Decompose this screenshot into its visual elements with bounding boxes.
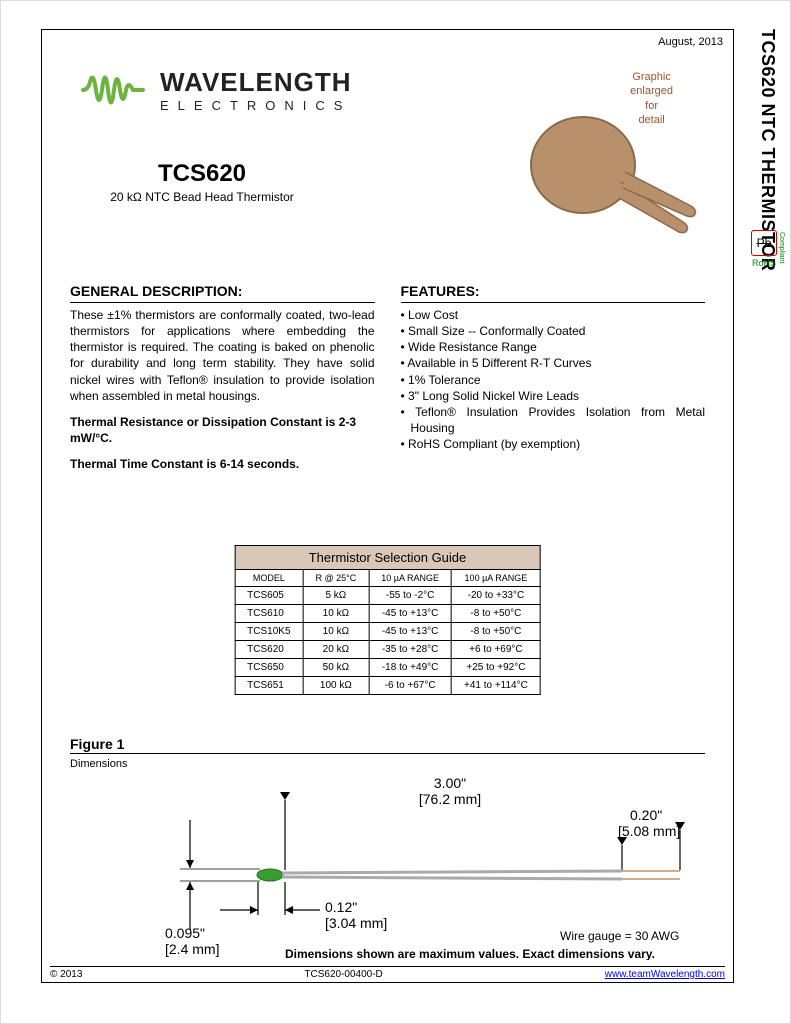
logo-wave-icon [78, 60, 148, 120]
figure-subtitle: Dimensions [70, 758, 705, 770]
thermal-resistance-note: Thermal Resistance or Dissipation Consta… [70, 414, 375, 446]
copyright: © 2013 [50, 969, 82, 980]
thermistor-enlarged-graphic [503, 110, 703, 250]
table-cell: 50 kΩ [303, 659, 369, 677]
table-cell: TCS610 [235, 605, 303, 623]
table-header-cell: 10 µA RANGE [369, 570, 452, 587]
feature-item: Low Cost [401, 307, 706, 323]
general-heading: GENERAL DESCRIPTION: [70, 282, 375, 303]
table-cell: 100 kΩ [303, 677, 369, 695]
figure-heading-block: Figure 1 Dimensions [70, 736, 705, 770]
content-frame: August, 2013 WAVELENGTH ELECTRONICS Grap… [41, 29, 734, 983]
rohs-badge: Pb RoHS Compliant [751, 230, 777, 268]
table-cell: -8 to +50°C [451, 605, 540, 623]
date: August, 2013 [658, 36, 723, 48]
pb-free-icon: Pb [751, 230, 777, 256]
company-logo: WAVELENGTH ELECTRONICS [78, 60, 352, 120]
dim-length: 3.00" [434, 775, 466, 791]
dim-bead-len: 0.12" [325, 899, 357, 915]
table-row: TCS6055 kΩ-55 to -2°C-20 to +33°C [235, 587, 541, 605]
product-title: TCS620 [42, 160, 362, 188]
datasheet-page: TCS620 NTC THERMISTOR August, 2013 WAVEL… [0, 0, 791, 1024]
feature-item: 1% Tolerance [401, 372, 706, 388]
dim-bead-dia-mm: [2.4 mm] [165, 941, 219, 957]
table-cell: 10 kΩ [303, 623, 369, 641]
features-list: Low CostSmall Size -- Conformally Coated… [401, 307, 706, 453]
table-cell: TCS651 [235, 677, 303, 695]
logo-main-text: WAVELENGTH [160, 67, 352, 98]
rohs-compliant: Compliant [778, 232, 785, 264]
general-description-column: GENERAL DESCRIPTION: These ±1% thermisto… [70, 282, 375, 483]
table-cell: -45 to +13°C [369, 623, 452, 641]
dimension-diagram: 3.00" [76.2 mm] 0.20" [5.08 mm] [70, 770, 705, 960]
document-number: TCS620-00400-D [304, 969, 382, 980]
table-row: TCS651100 kΩ-6 to +67°C+41 to +114°C [235, 677, 541, 695]
table-cell: 20 kΩ [303, 641, 369, 659]
table-row: TCS65050 kΩ-18 to +49°C+25 to +92°C [235, 659, 541, 677]
table-cell: -55 to -2°C [369, 587, 452, 605]
table-header-cell: MODEL [235, 570, 303, 587]
table-cell: -35 to +28°C [369, 641, 452, 659]
logo-sub-text: ELECTRONICS [160, 98, 352, 113]
table-cell: 10 kΩ [303, 605, 369, 623]
table-cell: -18 to +49°C [369, 659, 452, 677]
table-cell: TCS650 [235, 659, 303, 677]
dim-strip-mm: [5.08 mm] [618, 823, 680, 839]
website-link[interactable]: www.teamWavelength.com [605, 969, 725, 980]
table-row: TCS10K510 kΩ-45 to +13°C-8 to +50°C [235, 623, 541, 641]
table-cell: -8 to +50°C [451, 623, 540, 641]
table-header-cell: R @ 25°C [303, 570, 369, 587]
dim-bead-len-mm: [3.04 mm] [325, 915, 387, 931]
table-cell: TCS605 [235, 587, 303, 605]
table-header-row: MODELR @ 25°C10 µA RANGE100 µA RANGE [235, 570, 541, 587]
dim-length-mm: [76.2 mm] [419, 791, 481, 807]
table-cell: TCS10K5 [235, 623, 303, 641]
dimensions-note: Dimensions shown are maximum values. Exa… [285, 947, 655, 960]
dim-bead-dia: 0.095" [165, 925, 205, 941]
table-row: TCS62020 kΩ-35 to +28°C+6 to +69°C [235, 641, 541, 659]
table-cell: -6 to +67°C [369, 677, 452, 695]
table-row: TCS61010 kΩ-45 to +13°C-8 to +50°C [235, 605, 541, 623]
wire-gauge-note: Wire gauge = 30 AWG [560, 929, 679, 943]
thermal-time-constant-note: Thermal Time Constant is 6-14 seconds. [70, 456, 375, 472]
table-cell: +25 to +92°C [451, 659, 540, 677]
table-cell: -45 to +13°C [369, 605, 452, 623]
features-column: FEATURES: Low CostSmall Size -- Conforma… [401, 282, 706, 483]
rohs-label: RoHS [751, 258, 777, 268]
selection-guide-table: Thermistor Selection Guide MODELR @ 25°C… [234, 545, 541, 695]
table-cell: +6 to +69°C [451, 641, 540, 659]
general-body: These ±1% thermistors are conformally co… [70, 307, 375, 404]
features-heading: FEATURES: [401, 282, 706, 303]
feature-item: Available in 5 Different R-T Curves [401, 355, 706, 371]
product-subtitle: 20 kΩ NTC Bead Head Thermistor [42, 190, 362, 204]
feature-item: RoHS Compliant (by exemption) [401, 436, 706, 452]
table-header-cell: 100 µA RANGE [451, 570, 540, 587]
table-title: Thermistor Selection Guide [235, 546, 541, 570]
table-cell: +41 to +114°C [451, 677, 540, 695]
feature-item: Small Size -- Conformally Coated [401, 323, 706, 339]
table-cell: TCS620 [235, 641, 303, 659]
table-cell: -20 to +33°C [451, 587, 540, 605]
figure-title: Figure 1 [70, 736, 705, 754]
description-features-row: GENERAL DESCRIPTION: These ±1% thermisto… [70, 282, 705, 483]
dim-strip: 0.20" [630, 807, 662, 823]
feature-item: 3" Long Solid Nickel Wire Leads [401, 388, 706, 404]
table-cell: 5 kΩ [303, 587, 369, 605]
feature-item: Teflon® Insulation Provides Isolation fr… [401, 404, 706, 436]
page-footer: © 2013 TCS620-00400-D www.teamWavelength… [50, 966, 725, 980]
feature-item: Wide Resistance Range [401, 339, 706, 355]
